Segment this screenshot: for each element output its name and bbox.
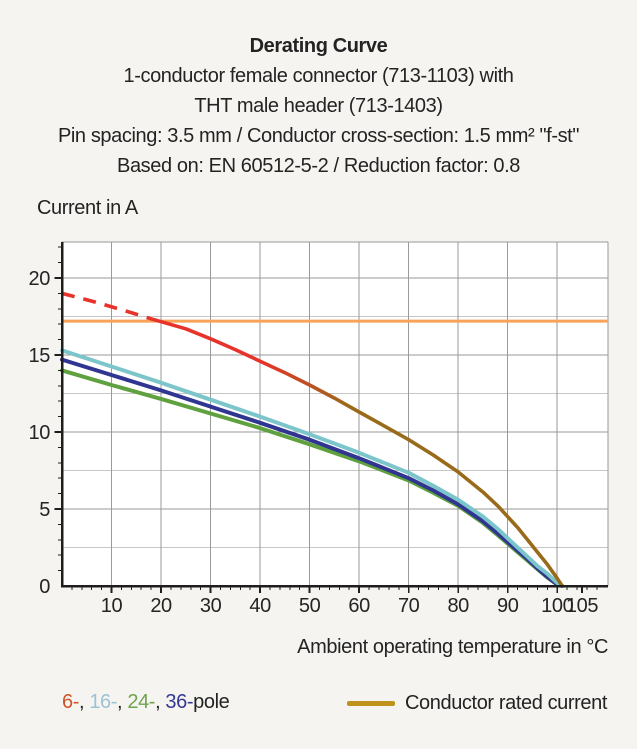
- chart-subtitle-header: THT male header (713-1403): [194, 95, 443, 117]
- legend-pole-counts: 6-, 16-, 24-, 36-pole: [62, 691, 230, 714]
- chart-subtitle-standard: Based on: EN 60512-5-2 / Reduction facto…: [117, 155, 520, 177]
- legend-pole-item: 16-: [89, 691, 118, 713]
- legend-separator: ,: [78, 691, 90, 713]
- x-tick-label: 30: [200, 595, 222, 617]
- y-tick-label: 20: [29, 268, 51, 290]
- y-tick-label: 15: [29, 345, 51, 367]
- y-axis-title: Current in A: [37, 197, 138, 219]
- x-tick-label: 100: [541, 595, 573, 617]
- legend-separator: ,: [117, 691, 128, 713]
- x-tick-label: 80: [447, 595, 469, 617]
- x-tick-label: 10: [101, 595, 123, 617]
- legend-pole-item: 6-: [62, 691, 79, 713]
- y-tick-label: 10: [29, 422, 51, 444]
- rated-current-swatch: [347, 700, 395, 706]
- x-tick-label: 105: [566, 595, 598, 617]
- chart-subtitle-connector: 1-conductor female connector (713-1103) …: [123, 65, 514, 87]
- x-tick-label: 20: [150, 595, 172, 617]
- legend-pole-suffix: pole: [193, 691, 230, 713]
- x-tick-label: 40: [249, 595, 271, 617]
- y-tick-label: 0: [39, 576, 50, 598]
- x-axis-title: Ambient operating temperature in °C: [297, 636, 608, 658]
- legend-rated-current: Conductor rated current: [347, 691, 607, 715]
- chart-title: Derating Curve: [249, 35, 388, 57]
- x-tick-label: 60: [348, 595, 370, 617]
- legend-pole-item: 36-: [165, 691, 194, 713]
- y-tick-label: 5: [39, 499, 50, 521]
- rated-current-label: Conductor rated current: [405, 691, 608, 714]
- chart-subtitle-pin-spacing: Pin spacing: 3.5 mm / Conductor cross-se…: [57, 125, 580, 147]
- legend-pole-item: 24-: [127, 691, 156, 713]
- chart-title-block: Derating Curve 1-conductor female connec…: [0, 31, 637, 181]
- legend-separator: ,: [155, 691, 166, 713]
- x-tick-label: 50: [299, 595, 321, 617]
- x-tick-label: 70: [398, 595, 420, 617]
- x-tick-label: 90: [497, 595, 519, 617]
